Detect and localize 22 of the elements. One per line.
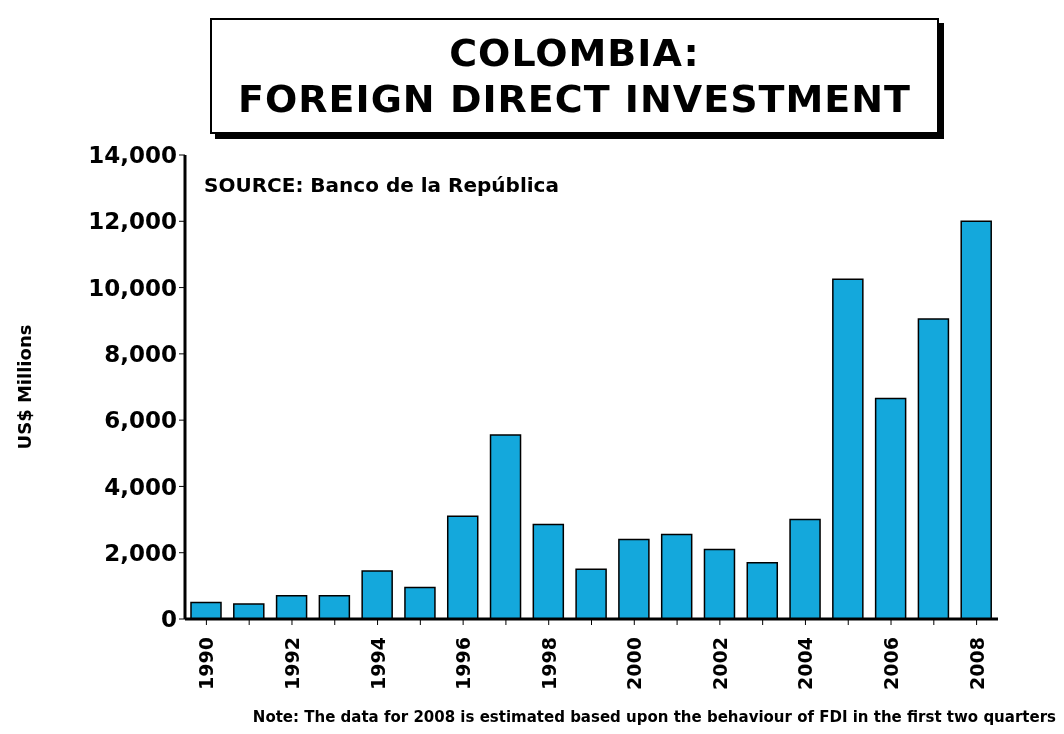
x-tick-label: 1998 (537, 637, 560, 690)
y-tick-label: 8,000 (104, 341, 177, 368)
y-tick-label: 10,000 (88, 274, 177, 301)
text: Note: The data for 2008 is estimated based upon the behaviour of FDI in the first two quarters (251, 708, 1056, 726)
y-tick-label: 14,000 (88, 142, 177, 169)
chart-title: COLOMBIA: FOREIGN DIRECT INVESTMENT (210, 18, 939, 134)
x-tick-label: 1992 (280, 637, 303, 690)
annotation: SOURCE: Banco de la República (204, 173, 559, 197)
x-tick-label: 2000 (623, 637, 646, 690)
y-tick-label: 6,000 (104, 407, 177, 434)
y-tick-label: 12,000 (88, 208, 177, 235)
y-tick-label: 0 (160, 606, 177, 633)
y-tick-label: 2,000 (104, 539, 177, 566)
x-tick-label: 2004 (794, 637, 817, 690)
x-tick-label: 2002 (708, 637, 731, 690)
x-tick-label: 2006 (880, 637, 903, 690)
x-tick-label: 1996 (452, 637, 475, 690)
x-tick-label: 1990 (195, 637, 218, 690)
y-axis-title: US$ Millions (14, 324, 36, 450)
x-tick-label: 1994 (366, 637, 389, 690)
y-tick-label: 4,000 (104, 473, 177, 500)
x-tick-label: 2008 (965, 637, 988, 690)
